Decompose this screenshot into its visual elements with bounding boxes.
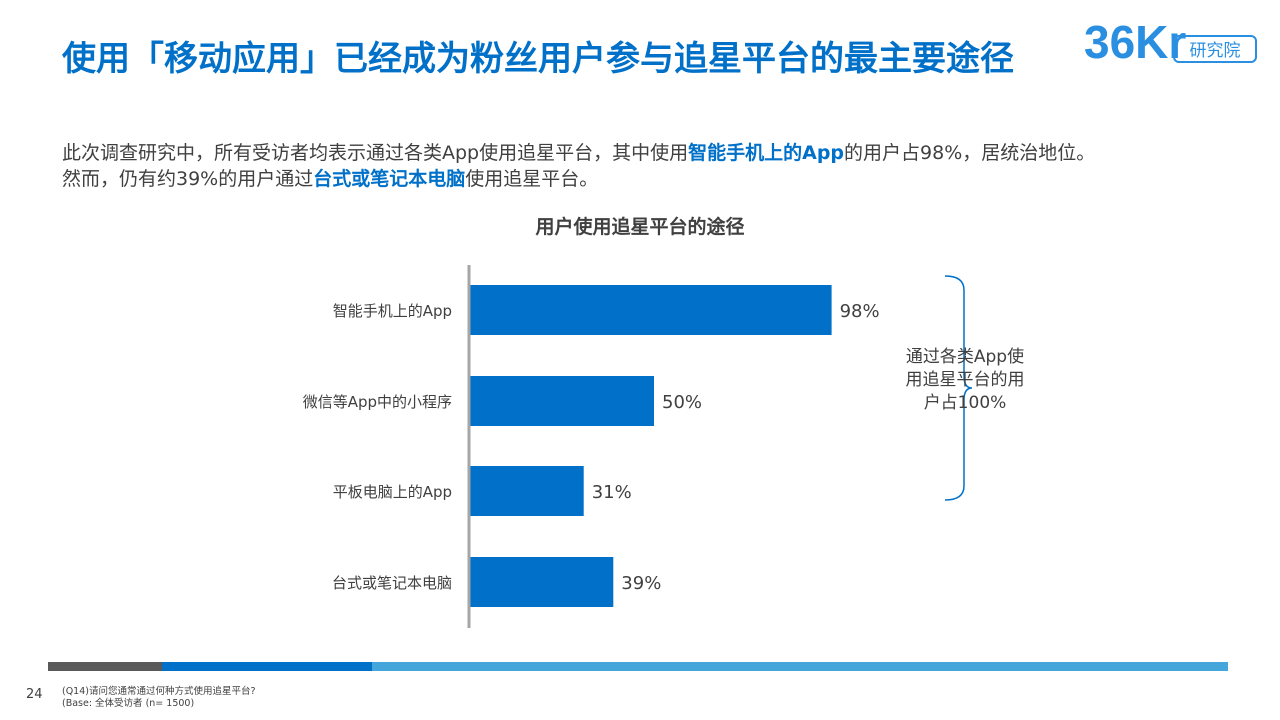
bar xyxy=(469,557,614,607)
bar xyxy=(469,466,584,516)
annotation-brace xyxy=(944,275,973,501)
summary-text: 此次调查研究中，所有受访者均表示通过各类App使用追星平台，其中使用智能手机上的… xyxy=(62,140,1242,192)
footnote: (Q14)请问您通常通过何种方式使用追星平台? (Base: 全体受访者 (n=… xyxy=(62,686,256,710)
page-title: 使用「移动应用」已经成为粉丝用户参与追星平台的最主要途径 xyxy=(62,39,1014,79)
category-label: 台式或笔记本电脑 xyxy=(332,574,452,592)
category-label: 平板电脑上的App xyxy=(333,483,452,501)
footer-bar-segment-blue xyxy=(162,662,372,671)
bracket-annotation-line: 通过各类App使 xyxy=(905,347,1025,367)
chart-title: 用户使用追星平台的途径 xyxy=(535,216,745,238)
bar xyxy=(469,376,654,426)
value-label: 39% xyxy=(621,573,661,594)
logo-text: 36Kr xyxy=(1084,16,1186,64)
logo-badge-frame xyxy=(1173,35,1257,63)
brand-logo: 36Kr 研究院 xyxy=(1084,16,1257,64)
value-label: 50% xyxy=(662,392,702,413)
value-label: 98% xyxy=(840,301,880,322)
summary-line-2-highlight: 台式或笔记本电脑 xyxy=(313,168,466,190)
bracket-annotation-line: 户占100% xyxy=(923,393,1007,413)
bracket-annotation-line: 用追星平台的用 xyxy=(905,370,1025,390)
bar xyxy=(469,285,832,335)
footnote-question: (Q14)请问您通常通过何种方式使用追星平台? xyxy=(62,686,256,697)
summary-line-1: 此次调查研究中，所有受访者均表示通过各类App使用追星平台，其中使用智能手机上的… xyxy=(62,140,1242,166)
summary-line-1-before: 此次调查研究中，所有受访者均表示通过各类App使用追星平台，其中使用 xyxy=(62,142,689,164)
footer-color-bar xyxy=(48,662,1228,671)
logo-badge-text: 研究院 xyxy=(1190,41,1241,61)
category-label: 微信等App中的小程序 xyxy=(303,393,452,411)
category-label: 智能手机上的App xyxy=(333,302,452,320)
summary-line-2: 然而，仍有约39%的用户通过台式或笔记本电脑使用追星平台。 xyxy=(62,166,1242,192)
page-number: 24 xyxy=(26,687,43,702)
footer-bar-segment-lightblue xyxy=(372,662,1228,671)
footnote-base: (Base: 全体受访者 (n= 1500) xyxy=(62,698,195,709)
value-label: 31% xyxy=(592,482,632,503)
summary-line-1-highlight: 智能手机上的App xyxy=(688,142,845,164)
summary-line-1-after: 的用户占98%，居统治地位。 xyxy=(844,142,1096,164)
bracket-annotation-text: 通过各类App使 用追星平台的用 户占100% xyxy=(890,346,1040,415)
summary-line-2-before: 然而，仍有约39%的用户通过 xyxy=(62,168,314,190)
summary-line-2-after: 使用追星平台。 xyxy=(465,168,599,190)
footer-bar-segment-gray xyxy=(48,662,162,671)
